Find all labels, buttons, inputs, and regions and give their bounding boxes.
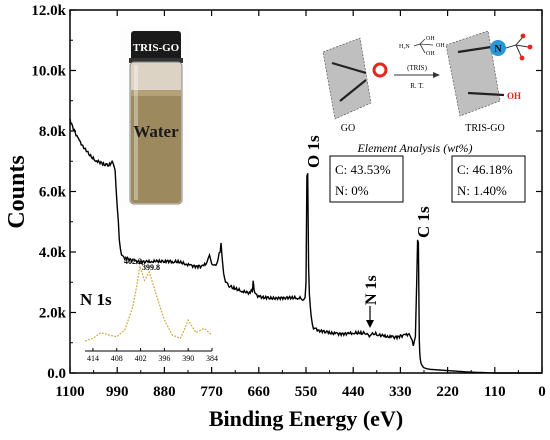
tris-go-nitrogen-value: N: 1.40% — [457, 183, 507, 198]
x-tick-label: 550 — [295, 384, 318, 400]
x-axis-ticks: 1100 990 880 770 660 550 440 330 220 110 0 — [55, 10, 546, 400]
inset-title: N 1s — [80, 290, 112, 309]
inset-tick-label: 408 — [111, 354, 123, 363]
y-axis-ticks: 0.0 2.0k 4.0k 6.0k 8.0k 10.0k 12.0k — [31, 3, 542, 382]
xps-spectrum-line — [69, 118, 542, 374]
oxygen-atom-icon — [372, 62, 388, 78]
x-tick-label: 770 — [200, 384, 223, 400]
y-tick-label: 8.0k — [39, 124, 67, 140]
x-tick-label: 440 — [342, 384, 365, 400]
vial-liquid-label: Water — [133, 122, 179, 141]
x-tick-label: 0 — [538, 384, 546, 400]
tris-go-label: TRIS-GO — [465, 123, 504, 134]
n1s-inset: N 1s 414 408 402 396 390 384 402.2 399.8 — [80, 257, 218, 363]
tris-go-analysis-box — [451, 155, 526, 203]
x-tick-label: 990 — [106, 384, 129, 400]
x-tick-label: 660 — [248, 384, 271, 400]
x-tick-label: 220 — [436, 384, 459, 400]
nitrogen-atom-label: N — [494, 44, 502, 55]
o1s-peak-label: O 1s — [304, 135, 323, 168]
water-dispersion-photo: TRIS-GO Water — [120, 27, 190, 207]
go-sheet-icon — [323, 38, 371, 119]
inset-n1s-spectrum — [84, 265, 213, 342]
element-analysis-title: Element Analysis (wt%) — [356, 141, 472, 155]
inset-x-ticks: 414 408 402 396 390 384 — [87, 348, 218, 363]
nitrogen-atom-icon — [490, 40, 506, 56]
inset-peak-label-2: 399.8 — [142, 263, 160, 272]
inset-peak-label-1: 402.2 — [124, 257, 142, 266]
inset-tick-label: 414 — [87, 354, 99, 363]
inset-tick-label: 396 — [158, 354, 170, 363]
x-tick-label: 110 — [484, 384, 506, 400]
vial-cap-label: TRIS-GO — [133, 42, 180, 54]
inset-tick-label: 402 — [135, 354, 147, 363]
vial-cap — [131, 31, 181, 61]
tris-go-carbon-value: C: 46.18% — [457, 162, 513, 177]
n1s-peak-label: N 1s — [363, 275, 380, 305]
vial-liquid — [131, 90, 181, 203]
n1s-arrow-head — [366, 320, 374, 328]
y-tick-label: 10.0k — [31, 64, 66, 80]
inset-tick-label: 384 — [206, 354, 218, 363]
y-tick-label: 2.0k — [39, 306, 67, 322]
y-tick-label: 12.0k — [31, 3, 66, 19]
go-carbon-value: C: 43.53% — [335, 162, 391, 177]
x-tick-label: 880 — [153, 384, 176, 400]
tris-formula-oh-3: OH — [426, 51, 435, 57]
reaction-scheme: O GO H₂N OH OH OH (TRIS) R. T. N OH TRIS… — [322, 30, 533, 134]
y-tick-label: 4.0k — [39, 245, 67, 261]
tris-formula-amine: H₂N — [399, 44, 410, 50]
y-axis-title: Counts — [4, 155, 30, 228]
y-tick-label: 0.0 — [47, 366, 66, 382]
hydroxyl-label: OH — [507, 91, 521, 101]
x-tick-label: 1100 — [55, 384, 84, 400]
go-nitrogen-value: N: 0% — [335, 183, 369, 198]
x-axis-title: Binding Energy (eV) — [209, 406, 403, 431]
x-tick-label: 330 — [389, 384, 412, 400]
reagent-label: (TRIS) — [407, 64, 428, 72]
go-label: GO — [341, 123, 355, 134]
go-analysis-box — [329, 155, 404, 203]
condition-label: R. T. — [410, 82, 424, 90]
inset-tick-label: 390 — [182, 354, 194, 363]
y-tick-label: 6.0k — [39, 185, 67, 201]
tris-formula-oh-1: OH — [426, 36, 435, 42]
c1s-peak-label: C 1s — [414, 206, 433, 238]
tris-formula-oh-2: OH — [436, 43, 445, 49]
